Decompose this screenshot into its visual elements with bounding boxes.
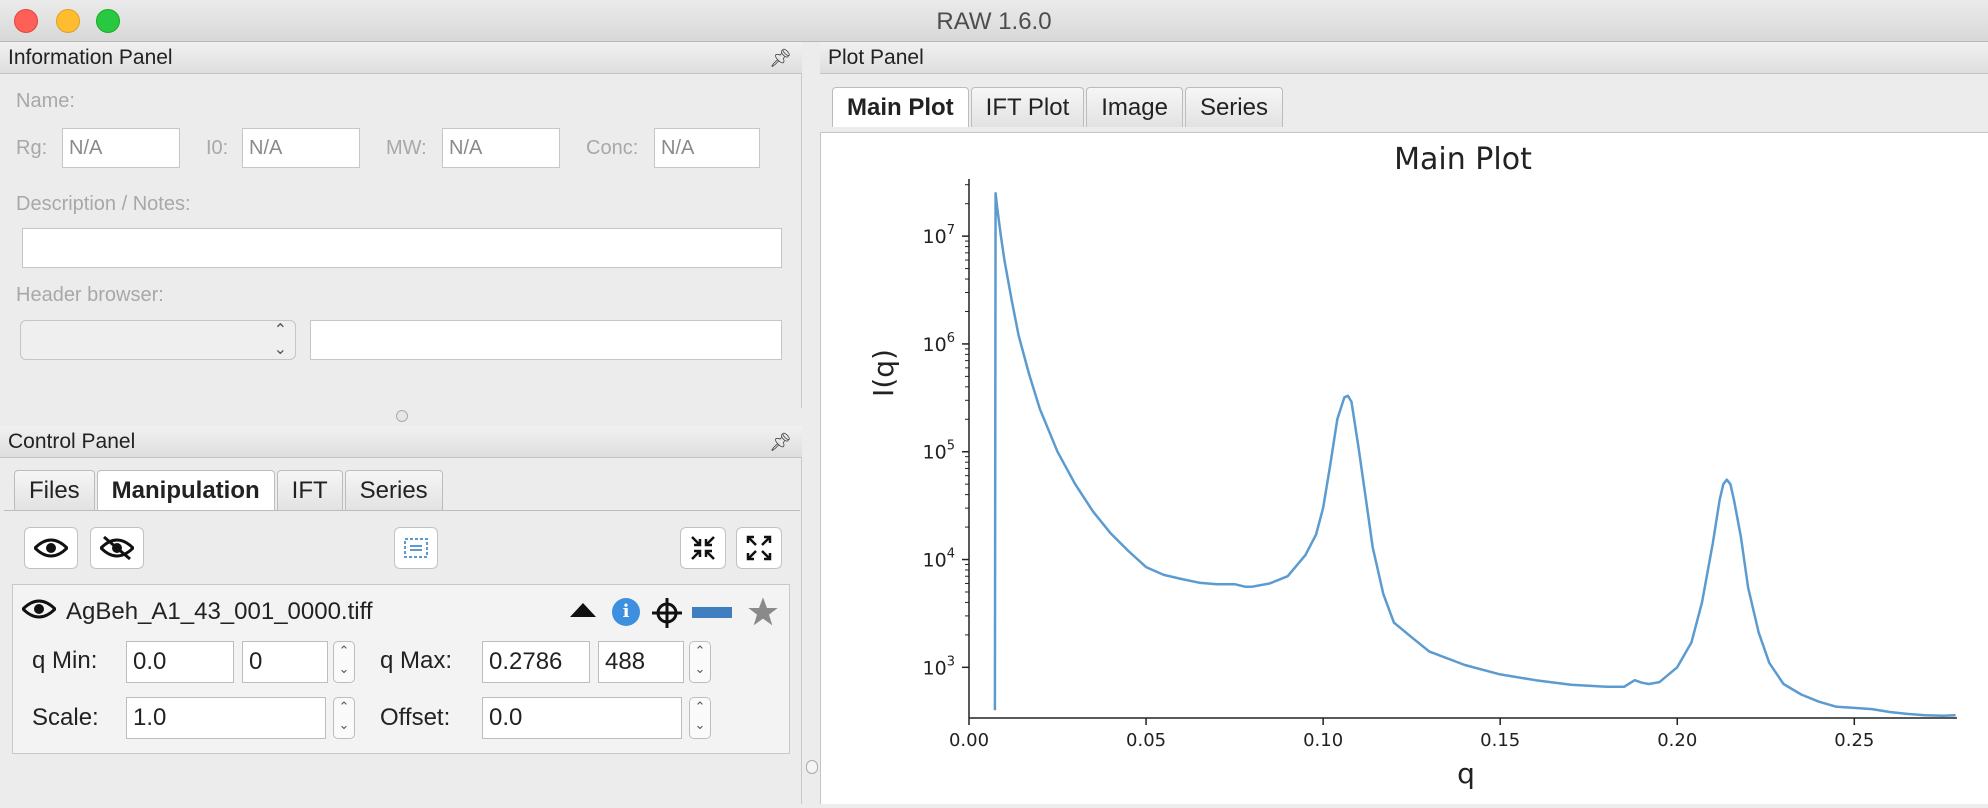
x-tick-label: 0.25	[1834, 730, 1874, 751]
star-icon[interactable]	[746, 596, 780, 628]
expand-icon	[746, 535, 772, 561]
item-filename: AgBeh_A1_43_001_0000.tiff	[66, 598, 373, 625]
expand-all-button[interactable]	[736, 527, 782, 569]
control-panel-title: Control Panel	[8, 430, 136, 453]
qmax-label: q Max:	[380, 647, 453, 674]
scale-spinner[interactable]: ⌃ ⌄	[333, 697, 355, 739]
qmin-label: q Min:	[32, 647, 98, 674]
x-tick-label: 0.05	[1126, 730, 1166, 751]
y-tick-label: 103	[923, 654, 955, 679]
offset-input[interactable]: 0.0	[482, 697, 682, 739]
y-tick-label: 106	[923, 331, 955, 356]
name-label: Name:	[16, 90, 75, 112]
plot-tabs: Main Plot IFT Plot Image Series	[832, 87, 1285, 127]
tab-image[interactable]: Image	[1086, 87, 1183, 127]
line-color-swatch[interactable]	[692, 607, 732, 618]
i0-field[interactable]: N/A	[242, 128, 360, 168]
x-tick-label: 0.00	[949, 730, 989, 751]
notes-label: Description / Notes:	[16, 193, 191, 215]
close-window-button[interactable]	[14, 9, 38, 33]
header-value-field[interactable]	[310, 320, 782, 360]
scale-label: Scale:	[32, 704, 99, 731]
qmax-index-input[interactable]: 488	[598, 641, 684, 683]
control-panel-header: Control Panel 📌︎	[0, 426, 802, 458]
main-plot-canvas[interactable]: Main Plot q I(q) 0.00 0.05 0.10 0.15 0.20 0.2…	[820, 132, 1988, 804]
mw-field[interactable]: N/A	[442, 128, 560, 168]
eye-slash-icon	[100, 535, 134, 561]
collapse-item-triangle-icon[interactable]	[570, 603, 596, 617]
information-panel-title: Information Panel	[8, 46, 173, 69]
y-tick-label: 107	[923, 223, 955, 248]
x-tick-label: 0.10	[1303, 730, 1343, 751]
qmin-input[interactable]: 0.0	[126, 641, 234, 683]
hide-all-button[interactable]	[90, 527, 144, 569]
rg-label: Rg:	[16, 137, 48, 159]
divider-handle[interactable]	[806, 760, 818, 774]
maximize-window-button[interactable]	[96, 9, 120, 33]
x-tick-label: 0.15	[1480, 730, 1520, 751]
updown-chevron-icon: ⌃ ⌄	[273, 322, 287, 358]
header-browser-select[interactable]: ⌃ ⌄	[20, 320, 296, 360]
offset-label: Offset:	[380, 704, 451, 731]
collapse-all-button[interactable]	[680, 527, 726, 569]
plot-panel-header: Plot Panel	[820, 42, 1988, 74]
qmax-input[interactable]: 0.2786	[482, 641, 590, 683]
tab-files[interactable]: Files	[14, 470, 95, 510]
info-icon[interactable]: i	[612, 598, 640, 626]
conc-label: Conc:	[586, 137, 639, 159]
control-tabs: Files Manipulation IFT Series	[14, 470, 445, 510]
eye-icon	[20, 599, 58, 619]
y-tick-label: 104	[923, 547, 955, 572]
series-line	[993, 191, 1956, 718]
scale-input[interactable]: 1.0	[126, 697, 326, 739]
tab-main-plot[interactable]: Main Plot	[832, 87, 969, 127]
target-icon[interactable]	[650, 596, 684, 630]
information-panel: Information Panel 📌︎ Name: Rg: N/A I0: N…	[0, 42, 802, 408]
item-visibility-toggle[interactable]	[20, 598, 58, 625]
window-titlebar: RAW 1.6.0	[0, 0, 1988, 42]
minimize-window-button[interactable]	[56, 9, 80, 33]
qmax-spinner[interactable]: ⌃ ⌄	[689, 641, 711, 683]
collapse-icon	[691, 536, 715, 560]
rg-field[interactable]: N/A	[62, 128, 180, 168]
pin-icon[interactable]: 📌︎	[769, 432, 792, 452]
offset-spinner[interactable]: ⌃ ⌄	[689, 697, 711, 739]
tab-ift[interactable]: IFT	[276, 470, 343, 510]
window-title: RAW 1.6.0	[936, 8, 1052, 35]
x-tick-label: 0.20	[1657, 730, 1697, 751]
show-all-button[interactable]	[24, 527, 78, 569]
conc-field[interactable]: N/A	[654, 128, 760, 168]
panel-splitter-handle[interactable]	[396, 410, 408, 422]
select-all-button[interactable]	[394, 527, 438, 569]
plot-panel-title: Plot Panel	[828, 46, 924, 69]
tab-ift-plot[interactable]: IFT Plot	[970, 87, 1085, 127]
eye-icon	[34, 538, 68, 558]
chart-title: Main Plot	[1394, 142, 1532, 177]
x-axis-label: q	[1457, 757, 1475, 790]
panel-divider[interactable]	[804, 42, 820, 804]
select-all-icon	[404, 538, 428, 558]
y-tick-label: 105	[923, 439, 955, 464]
tab-series-plot[interactable]: Series	[1184, 87, 1283, 127]
qmin-index-input[interactable]: 0	[242, 641, 328, 683]
mw-label: MW:	[386, 137, 427, 159]
information-panel-header: Information Panel 📌︎	[0, 42, 802, 74]
qmin-spinner[interactable]: ⌃ ⌄	[333, 641, 355, 683]
main-plot-chart[interactable]: Main Plot q I(q) 0.00 0.05 0.10 0.15 0.20 0.2…	[821, 133, 1987, 803]
tab-manipulation[interactable]: Manipulation	[96, 470, 275, 510]
i0-label: I0:	[206, 137, 229, 159]
notes-field[interactable]	[22, 228, 782, 268]
header-browser-label: Header browser:	[16, 284, 164, 306]
y-axis-label: I(q)	[867, 349, 900, 397]
tab-series[interactable]: Series	[344, 470, 443, 510]
pin-icon[interactable]: 📌︎	[769, 48, 792, 68]
